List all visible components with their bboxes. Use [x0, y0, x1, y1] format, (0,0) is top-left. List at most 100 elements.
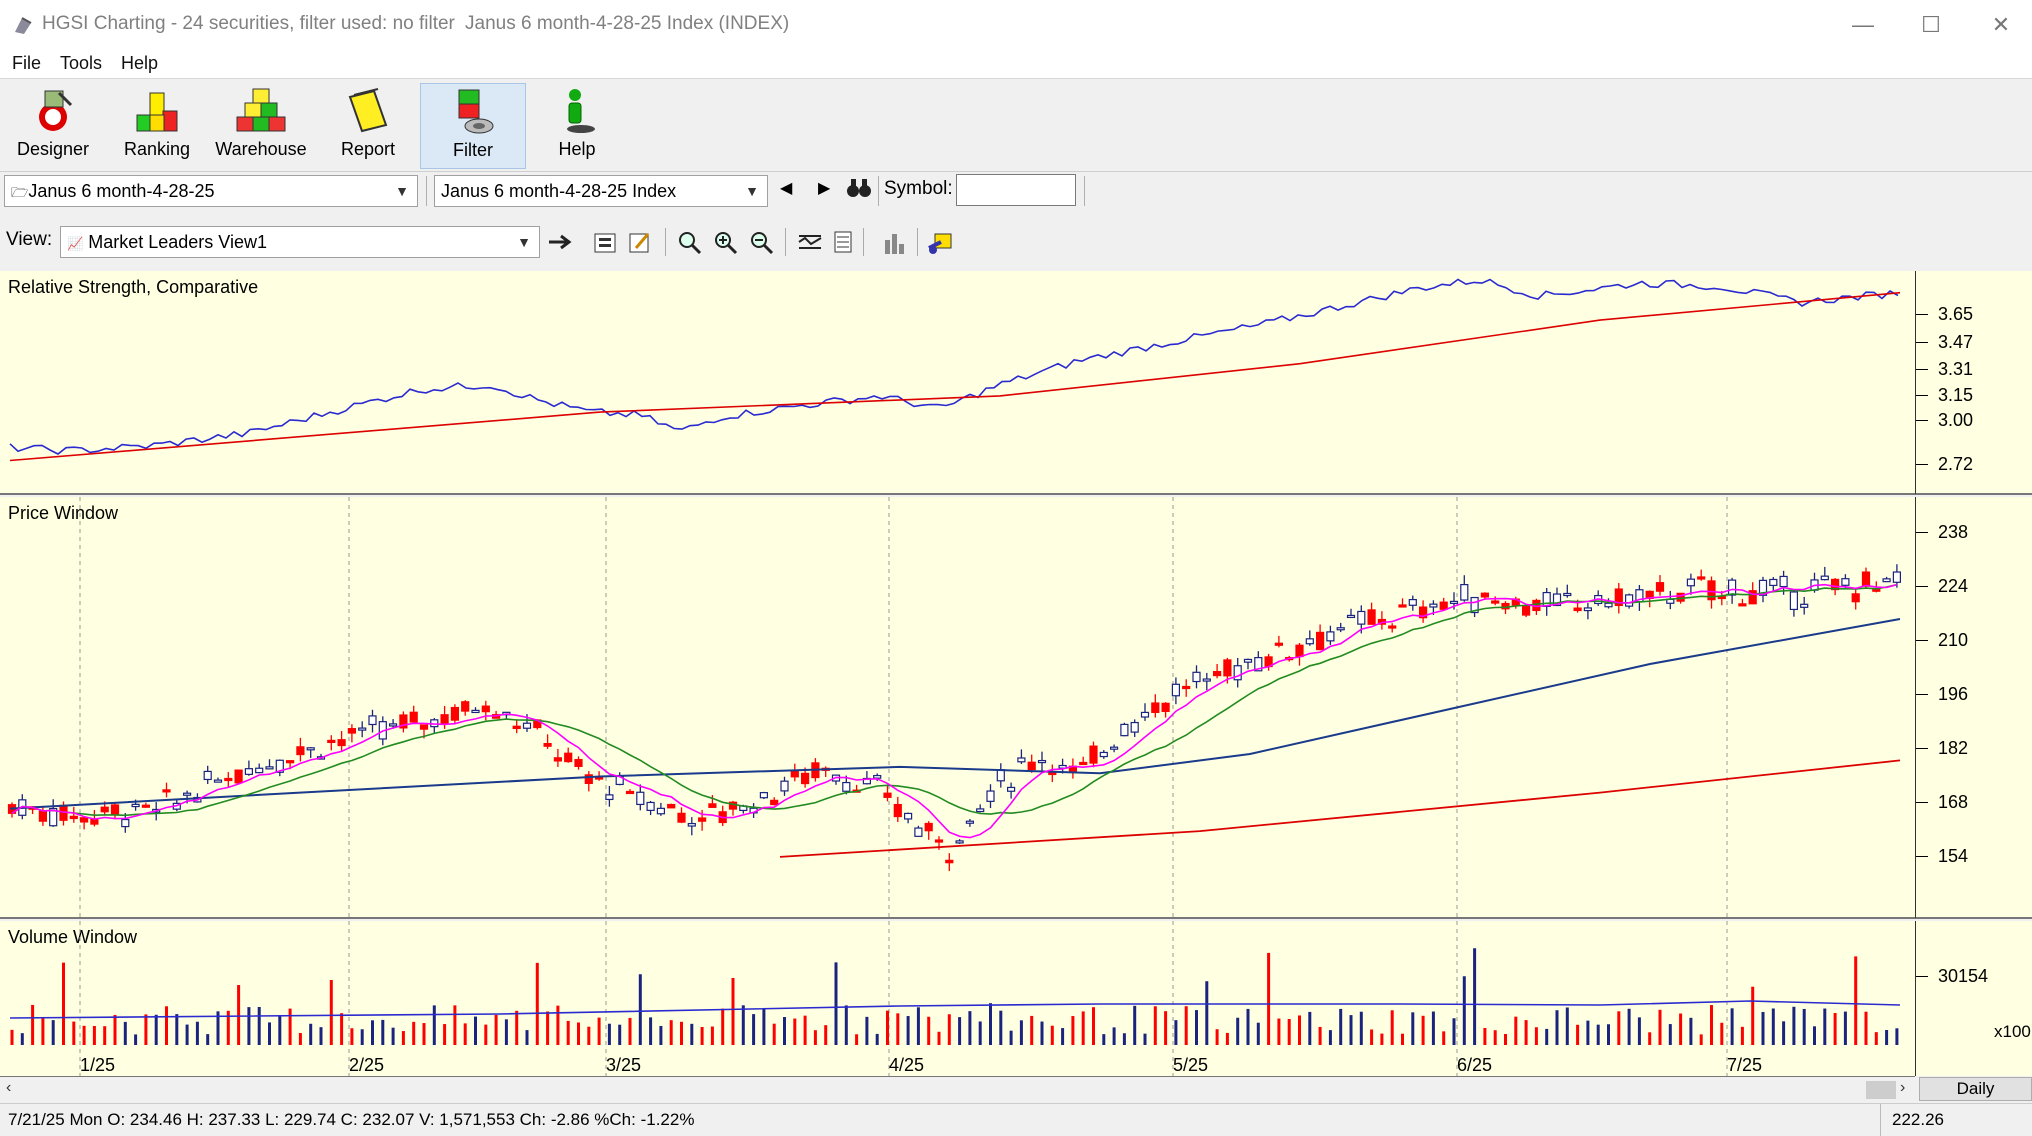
pane-title: Volume Window — [8, 927, 138, 947]
horizontal-scrollbar[interactable]: ‹ › — [0, 1079, 1915, 1101]
price-axis: 238 224 210 196 182 168 154 — [1915, 497, 2032, 919]
price-candle — [1861, 571, 1871, 587]
price-candle — [1769, 578, 1778, 587]
scroll-left-arrow[interactable]: ‹ — [6, 1079, 12, 1096]
price-candle — [327, 739, 336, 744]
relative-strength-pane[interactable]: Relative Strength, Comparative — [0, 271, 1915, 495]
price-candle — [1604, 602, 1613, 608]
period-daily-button[interactable]: Daily — [1919, 1077, 2032, 1101]
price-candle — [1552, 593, 1562, 607]
price-candle — [1624, 594, 1634, 607]
properties-icon[interactable] — [593, 230, 617, 254]
x-tick: 4/25 — [889, 1055, 925, 1075]
price-candle — [677, 812, 686, 823]
moving-average-mid-line — [11, 583, 1898, 817]
price-candle — [1027, 761, 1036, 771]
price-candle — [224, 777, 233, 782]
next-security-button[interactable]: ▶ — [818, 180, 831, 197]
price-candle — [1254, 657, 1263, 672]
price-candle — [1161, 702, 1170, 712]
price-candle — [893, 803, 902, 818]
separator — [878, 176, 879, 206]
price-candle — [780, 780, 789, 792]
price-chart — [7, 497, 1902, 917]
price-candle — [265, 766, 274, 770]
price-candle — [244, 768, 253, 775]
price-candle — [1738, 603, 1747, 607]
view-selector[interactable]: 📈 Market Leaders View1 ▼ — [60, 226, 540, 258]
price-candle — [255, 767, 264, 774]
price-candle — [574, 758, 583, 767]
price-candle — [450, 706, 459, 721]
zoom-in-icon[interactable] — [713, 230, 739, 256]
price-candle — [1017, 757, 1026, 763]
menu-help[interactable]: Help — [121, 53, 159, 73]
zoom-out-icon[interactable] — [749, 230, 775, 256]
export-icon[interactable] — [927, 230, 953, 256]
volume-pane[interactable]: Volume Window — [0, 921, 1915, 1077]
chart-icon: 📈 — [67, 236, 84, 251]
price-candle — [1295, 644, 1304, 658]
price-candle — [1212, 670, 1222, 677]
price-candle — [842, 781, 851, 792]
security-selector[interactable]: Janus 6 month-4-28-25 Index ▼ — [434, 175, 768, 207]
relative-strength-axis: 3.65 3.47 3.31 3.15 3.00 2.72 — [1915, 271, 2032, 495]
price-candle — [1439, 601, 1448, 610]
edit-icon[interactable] — [628, 230, 652, 254]
price-candle — [1326, 631, 1335, 642]
report-icon — [348, 88, 388, 133]
menu-tools[interactable]: Tools — [60, 53, 103, 73]
designer-button[interactable]: Designer — [1, 83, 105, 167]
price-candle — [1521, 605, 1531, 616]
price-candle — [1429, 603, 1438, 608]
price-candle — [1851, 593, 1860, 603]
y-tick: 3.00 — [1915, 410, 1974, 430]
price-candle — [1800, 603, 1809, 608]
x-tick: 7/25 — [1727, 1055, 1763, 1075]
symbol-label: Symbol: — [884, 178, 953, 199]
price-candle — [1460, 584, 1469, 601]
price-candle — [1820, 575, 1829, 581]
price-candle — [1388, 625, 1397, 629]
price-candle — [1480, 592, 1490, 598]
price-candle — [770, 799, 779, 806]
scroll-right-arrow[interactable]: › — [1900, 1079, 1906, 1096]
close-button[interactable]: ✕ — [1991, 12, 2011, 37]
minimize-button[interactable]: — — [1852, 12, 1874, 37]
y-tick: 2.72 — [1915, 454, 1974, 474]
previous-security-button[interactable]: ◀ — [780, 180, 793, 197]
binoculars-icon[interactable] — [846, 177, 872, 199]
price-candle — [1367, 609, 1376, 625]
symbol-input[interactable] — [956, 174, 1076, 206]
bar-chart-icon[interactable] — [881, 230, 907, 256]
price-candle — [1408, 599, 1417, 606]
list-selector[interactable]: 🗁Janus 6 month-4-28-25 ▼ — [4, 175, 418, 207]
app-icon — [15, 17, 32, 34]
maximize-button[interactable]: ☐ — [1921, 12, 1941, 37]
price-candle — [512, 725, 521, 730]
ranking-button[interactable]: Ranking — [105, 83, 209, 167]
price-candle — [38, 810, 48, 822]
warehouse-button[interactable]: Warehouse — [209, 83, 313, 167]
price-candle — [234, 769, 243, 784]
price-candle — [1274, 642, 1284, 646]
price-candle — [1583, 607, 1593, 612]
price-candle — [522, 722, 532, 729]
help-button[interactable]: Help — [525, 83, 629, 167]
indicators-icon[interactable] — [797, 232, 823, 252]
report-button[interactable]: Report — [316, 83, 420, 167]
scrollbar-thumb[interactable] — [1866, 1081, 1896, 1099]
price-candle — [481, 705, 490, 713]
data-table-icon[interactable] — [833, 230, 853, 254]
menu-file[interactable]: File — [12, 53, 42, 73]
hand-pointer-icon[interactable] — [547, 232, 575, 252]
price-candle — [1089, 745, 1098, 764]
price-candle — [667, 803, 676, 809]
price-candle — [1707, 580, 1716, 601]
filter-button[interactable]: Filter — [420, 83, 526, 169]
price-candle — [800, 772, 810, 785]
price-candle — [1130, 721, 1139, 733]
price-pane[interactable]: Price Window — [0, 497, 1915, 919]
price-candle — [1120, 723, 1129, 737]
zoom-icon[interactable] — [677, 230, 703, 256]
